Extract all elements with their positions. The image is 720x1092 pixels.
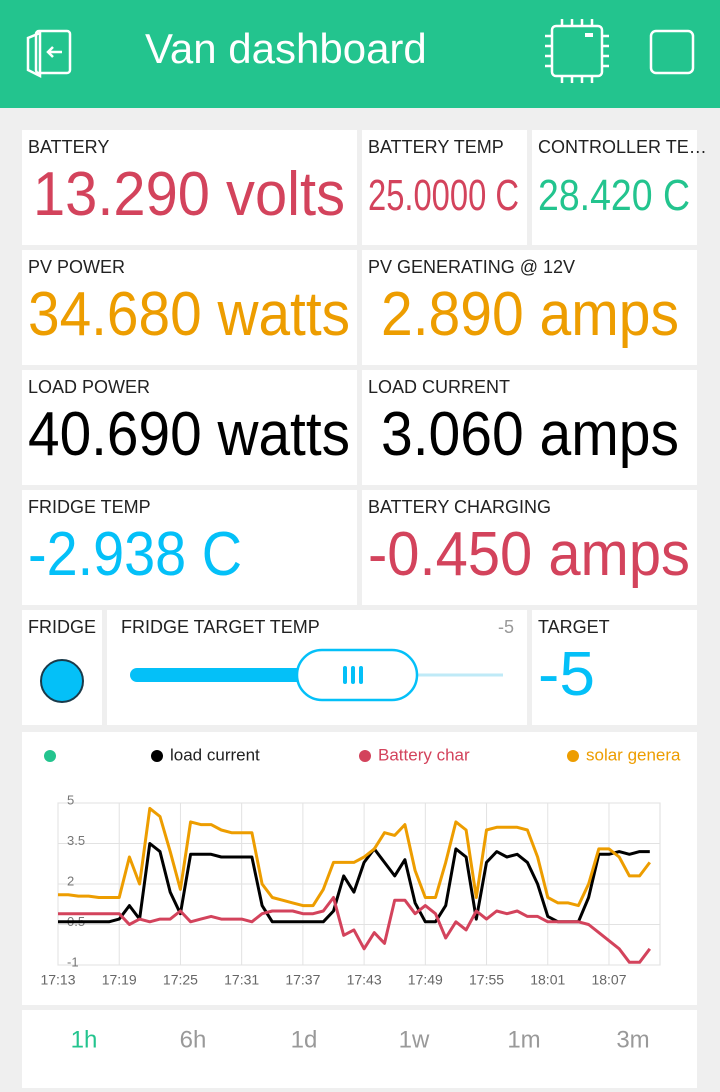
slider-label: FRIDGE TARGET TEMP xyxy=(121,617,320,637)
x-tick-label: 17:19 xyxy=(102,972,137,988)
tile xyxy=(362,250,697,365)
tile-value: 25.0000 C xyxy=(368,171,519,220)
tile xyxy=(362,490,697,605)
legend-dot xyxy=(359,750,371,762)
target-tile xyxy=(532,610,697,725)
tile-value: 13.290 volts xyxy=(33,160,345,229)
x-tick-label: 18:07 xyxy=(591,972,626,988)
fridge-led xyxy=(40,659,84,703)
tab-bar xyxy=(22,1010,697,1088)
time-tab[interactable]: 1w xyxy=(399,1026,430,1053)
tile xyxy=(22,250,357,365)
tile-label: BATTERY TEMP xyxy=(368,137,504,157)
tile-label: BATTERY xyxy=(28,137,109,157)
tile-value: 40.690 watts xyxy=(28,400,350,469)
time-tab[interactable]: 6h xyxy=(180,1026,207,1053)
time-tab[interactable]: 1h xyxy=(71,1026,98,1053)
tile xyxy=(22,130,357,245)
series-line xyxy=(58,806,651,908)
target-label: TARGET xyxy=(538,617,610,637)
slider-value: -5 xyxy=(498,617,514,637)
fridge-label: FRIDGE xyxy=(28,617,96,637)
tile-label: PV POWER xyxy=(28,257,125,277)
x-tick-label: 17:55 xyxy=(469,972,504,988)
tile-label: LOAD POWER xyxy=(28,377,150,397)
tile-value: 34.680 watts xyxy=(28,280,350,349)
slider-handle[interactable] xyxy=(295,648,419,702)
x-tick-label: 18:01 xyxy=(530,972,565,988)
x-tick-label: 17:37 xyxy=(285,972,320,988)
tile-label: BATTERY CHARGING xyxy=(368,497,551,517)
legend-label: load current xyxy=(170,745,260,764)
tile xyxy=(22,370,357,485)
tile-value: -0.450 amps xyxy=(368,520,690,589)
tile xyxy=(362,370,697,485)
x-tick-label: 17:13 xyxy=(40,972,75,988)
header-bar xyxy=(0,0,720,108)
tile-value: 28.420 C xyxy=(538,171,690,220)
tile xyxy=(362,130,527,245)
x-tick-label: 17:25 xyxy=(163,972,198,988)
tile xyxy=(532,130,697,245)
tile-value: -2.938 C xyxy=(28,520,242,589)
legend-dot xyxy=(44,750,56,762)
target-value: -5 xyxy=(538,640,595,709)
series-line xyxy=(58,896,651,964)
x-tick-label: 17:31 xyxy=(224,972,259,988)
time-tab[interactable]: 1d xyxy=(291,1026,318,1053)
tile-label: PV GENERATING @ 12V xyxy=(368,257,575,277)
legend-dot xyxy=(567,750,579,762)
back-icon[interactable] xyxy=(26,29,72,79)
settings-button[interactable] xyxy=(649,29,695,75)
x-tick-label: 17:43 xyxy=(347,972,382,988)
legend-label: solar genera xyxy=(586,745,681,764)
y-tick-label: -1 xyxy=(67,954,79,969)
x-tick-label: 17:49 xyxy=(408,972,443,988)
series-line xyxy=(58,842,650,924)
time-tab[interactable]: 1m xyxy=(507,1026,540,1053)
tile-label: LOAD CURRENT xyxy=(368,377,510,397)
tile-value: 3.060 amps xyxy=(381,400,679,469)
tile-value: 2.890 amps xyxy=(381,280,679,349)
device-icon[interactable] xyxy=(545,19,609,83)
y-tick-label: 3.5 xyxy=(67,833,85,848)
time-tab[interactable]: 3m xyxy=(616,1026,649,1053)
tile-label: CONTROLLER TE… xyxy=(538,137,707,157)
y-tick-label: 2 xyxy=(67,873,74,888)
legend-dot xyxy=(151,750,163,762)
title: Van dashboard xyxy=(145,25,427,72)
tile xyxy=(22,490,357,605)
y-tick-label: 5 xyxy=(67,792,74,807)
tile-label: FRIDGE TEMP xyxy=(28,497,151,517)
legend-label: Battery char xyxy=(378,745,470,764)
